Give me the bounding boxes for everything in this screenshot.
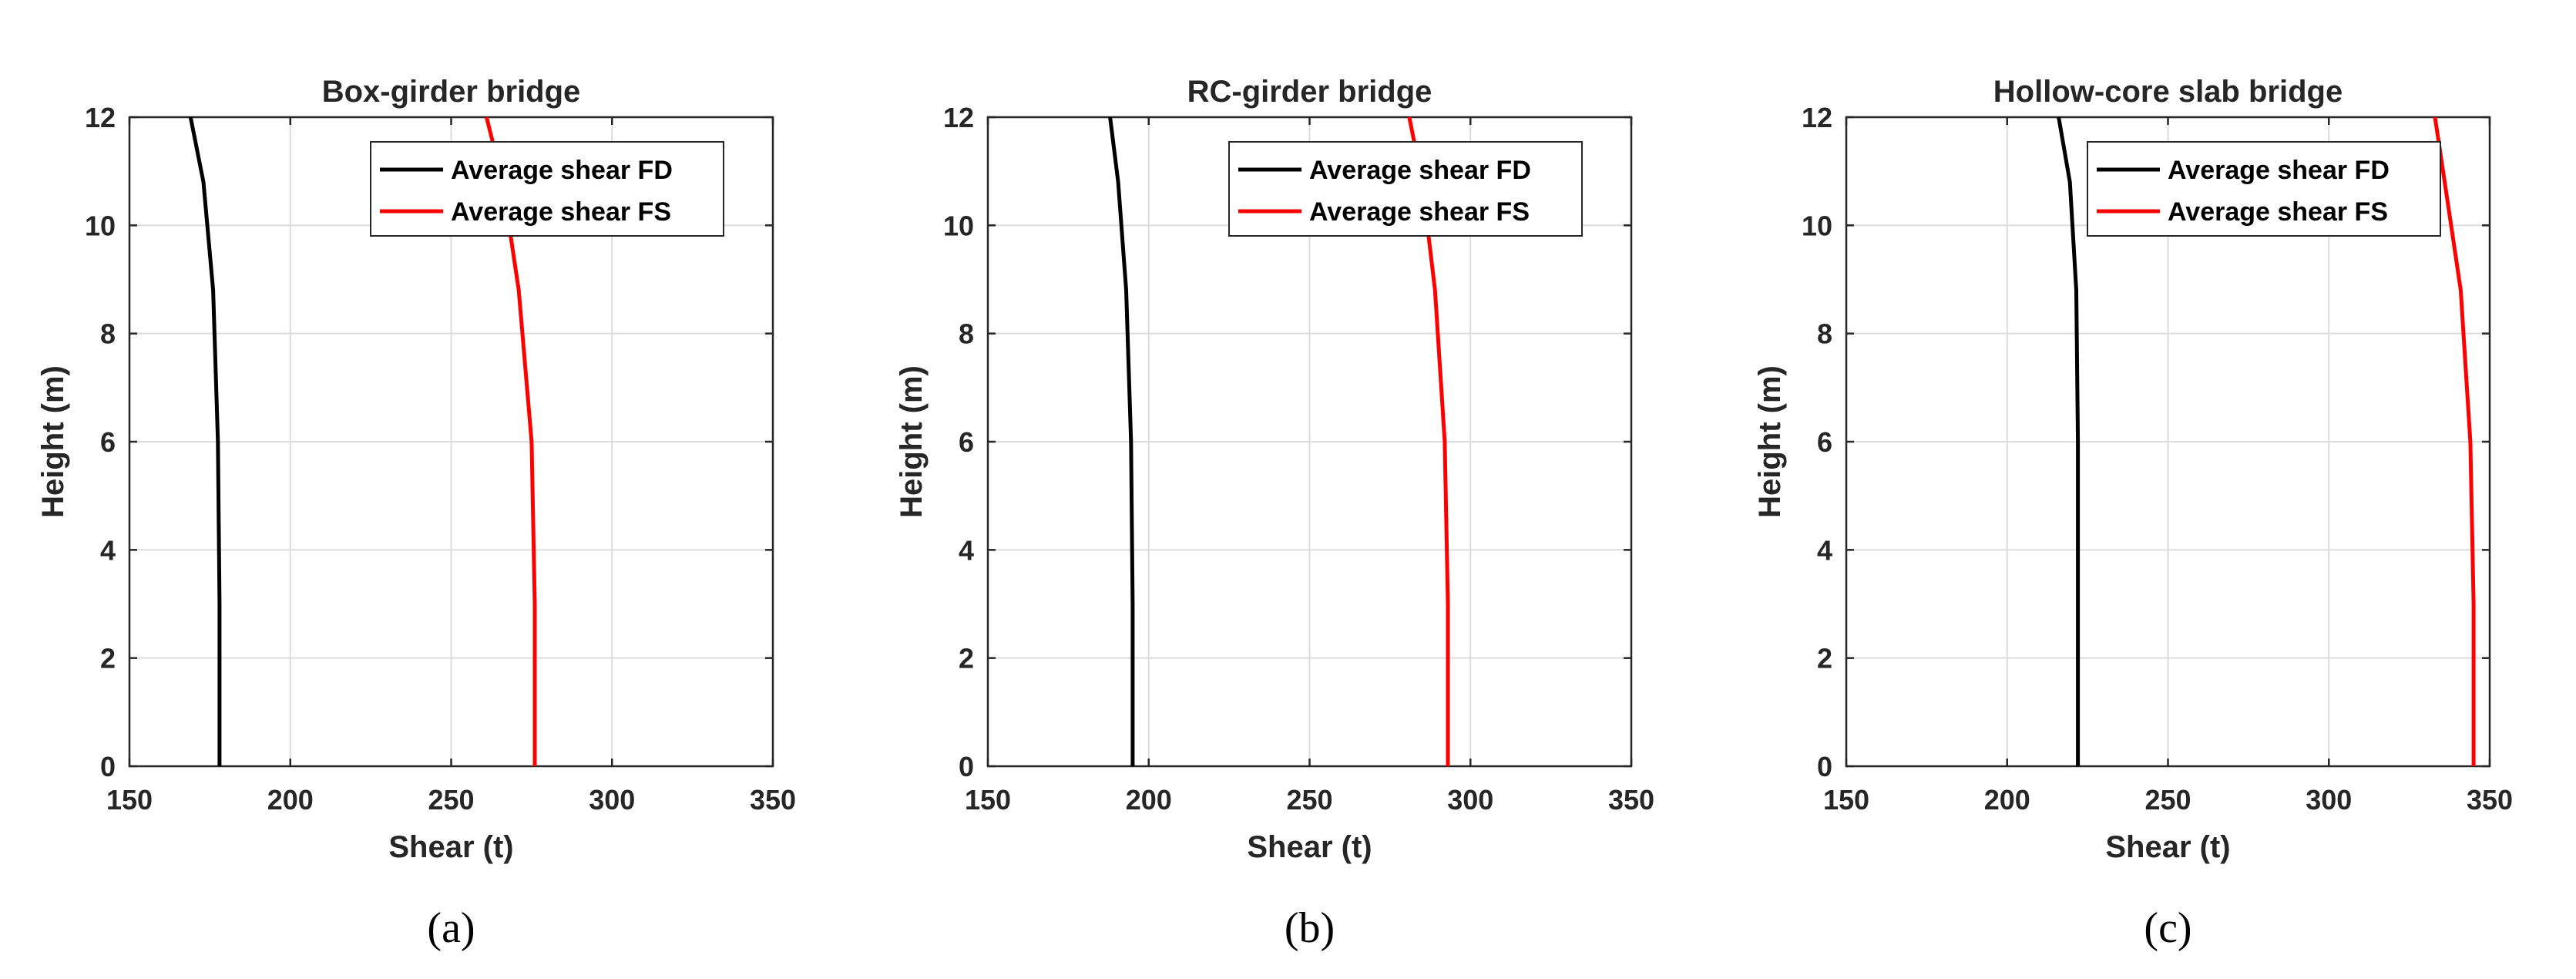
chart-panel-b: 150 200 250 300 350 0 2 4 6 8 10 12 RC-girder bridge…: [858, 0, 1717, 979]
x-tick-label: 300: [1447, 784, 1493, 816]
y-tick-label: 6: [1817, 426, 1832, 458]
x-tick-label: 250: [2144, 784, 2191, 816]
y-axis-label: Height (m): [36, 365, 70, 518]
series-line-fs: [2433, 116, 2476, 766]
x-axis-label: Shear (t): [1247, 830, 1372, 864]
legend: Average shear FD Average shear FS: [370, 141, 724, 237]
x-axis-label: Shear (t): [388, 830, 513, 864]
chart-svg: 150 200 250 300 350 0 2 4 6 8 10 12 RC-girder bridge…: [895, 75, 1654, 952]
panel-sublabel: (b): [1285, 904, 1335, 952]
series-line-fd: [188, 116, 222, 766]
y-axis-label: Height (m): [895, 365, 929, 518]
series-line-fd: [1108, 116, 1135, 766]
x-tick-label: 250: [428, 784, 474, 816]
legend: Average shear FD Average shear FS: [1228, 141, 1583, 237]
series-line-fd: [2057, 116, 2081, 766]
chart-title: Box-girder bridge: [322, 75, 581, 109]
chart-svg: 150 200 250 300 350 0 2 4 6 8 10 12 Hollow-core slab…: [1753, 75, 2513, 952]
legend-label: Average shear FD: [1309, 156, 1531, 185]
y-tick-label: 0: [100, 751, 116, 782]
y-tick-label: 12: [1802, 102, 1832, 133]
y-tick-label: 8: [959, 318, 974, 350]
x-tick-label: 250: [1286, 784, 1332, 816]
chart-panel-c: 150 200 250 300 350 0 2 4 6 8 10 12 Hollow-core slab…: [1717, 0, 2575, 979]
legend-box: [370, 141, 724, 237]
x-axis-label: Shear (t): [2105, 830, 2230, 864]
x-tick-label: 350: [1608, 784, 1654, 816]
y-tick-label: 6: [959, 426, 974, 458]
legend-label: Average shear FS: [451, 197, 671, 227]
y-tick-label: 2: [959, 643, 974, 675]
x-tick-label: 150: [965, 784, 1011, 816]
x-tick-label: 150: [106, 784, 153, 816]
legend: Average shear FD Average shear FS: [2087, 141, 2441, 237]
legend-box: [1228, 141, 1583, 237]
legend-box: [2087, 141, 2441, 237]
y-tick-label: 10: [85, 210, 116, 241]
x-tick-label: 300: [589, 784, 635, 816]
y-tick-label: 10: [943, 210, 974, 241]
y-tick-label: 0: [1817, 751, 1832, 782]
y-axis-label: Height (m): [1753, 365, 1787, 518]
chart-svg: 150 200 250 300 350 0 2 4 6 8 10 12 Box-girder bridg…: [36, 75, 796, 952]
x-tick-label: 200: [1126, 784, 1172, 816]
y-tick-label: 10: [1802, 210, 1832, 241]
chart-panel-a: 150 200 250 300 350 0 2 4 6 8 10 12 Box-girder bridg…: [0, 0, 858, 979]
y-tick-label: 0: [959, 751, 974, 782]
y-tick-label: 2: [100, 643, 116, 675]
chart-title: Hollow-core slab bridge: [1993, 75, 2343, 109]
panel-sublabel: (c): [2144, 904, 2191, 952]
x-tick-label: 300: [2306, 784, 2352, 816]
legend-label: Average shear FS: [1309, 197, 1530, 227]
y-tick-label: 2: [1817, 643, 1832, 675]
y-tick-label: 6: [100, 426, 116, 458]
x-tick-label: 200: [267, 784, 314, 816]
y-tick-label: 4: [959, 534, 974, 566]
x-tick-label: 150: [1823, 784, 1869, 816]
x-tick-label: 350: [2467, 784, 2513, 816]
y-tick-label: 12: [943, 102, 974, 133]
panel-sublabel: (a): [427, 904, 475, 952]
y-tick-label: 4: [100, 534, 116, 566]
y-tick-label: 4: [1817, 534, 1832, 566]
legend-label: Average shear FD: [2168, 156, 2390, 185]
legend-label: Average shear FD: [451, 156, 673, 185]
y-tick-label: 8: [100, 318, 116, 350]
x-tick-label: 200: [1984, 784, 2030, 816]
x-tick-label: 350: [750, 784, 796, 816]
y-tick-label: 8: [1817, 318, 1832, 350]
chart-title: RC-girder bridge: [1187, 75, 1432, 109]
legend-label: Average shear FS: [2168, 197, 2388, 227]
y-tick-label: 12: [85, 102, 116, 133]
